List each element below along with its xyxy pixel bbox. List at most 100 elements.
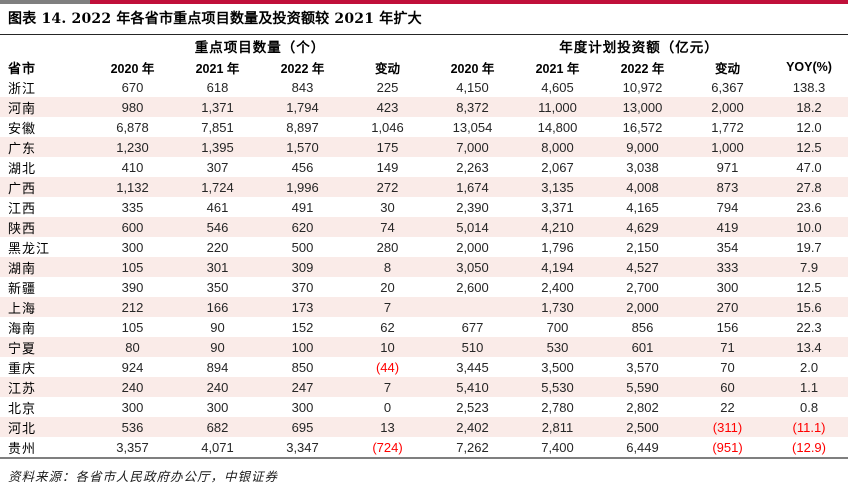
value-cell: 530: [546, 339, 569, 355]
province-name: 河北: [8, 421, 37, 437]
column-header-3: 2022 年: [280, 61, 325, 76]
value-cell: 60: [720, 379, 735, 395]
value-cell: 300: [291, 399, 314, 415]
column-header-province: 省市: [8, 61, 37, 77]
column-header-1: 2020 年: [110, 61, 155, 76]
top-accent-bar: [0, 0, 848, 4]
value-cell: 270: [716, 299, 739, 315]
value-cell: 333: [716, 259, 739, 275]
value-cell: 7.9: [799, 259, 819, 275]
value-cell: 601: [631, 339, 654, 355]
figure-title: 图表 14. 2022 年各省市重点项目数量及投资额较 2021 年扩大: [0, 4, 848, 35]
province-name: 江苏: [8, 381, 37, 397]
province-name: 陕西: [8, 221, 37, 237]
value-cell: 3,135: [541, 179, 574, 195]
value-cell: 924: [121, 359, 144, 375]
table-row: 重庆 924 894 850 (44) 3,445 3,500 3,570 70 2.0: [0, 357, 848, 377]
value-cell: 2,000: [711, 99, 744, 115]
value-cell: 22.3: [796, 319, 822, 335]
value-cell: 1,996: [286, 179, 319, 195]
value-cell: 74: [380, 219, 395, 235]
table-row: 黑龙江 300 220 500 280 2,000 1,796 2,150 354 19.7: [0, 237, 848, 257]
value-cell: 2,780: [541, 399, 574, 415]
value-cell: 1,046: [371, 119, 404, 135]
table-row: 浙江 670 618 843 225 4,150 4,605 10,972 6,367 138.3: [0, 77, 848, 97]
value-cell: 894: [206, 359, 229, 375]
value-cell: 2,402: [456, 419, 489, 435]
table-row: 新疆 390 350 370 20 2,600 2,400 2,700 300 12.5: [0, 277, 848, 297]
province-name: 湖北: [8, 161, 37, 177]
value-cell: 677: [461, 319, 484, 335]
value-cell: 23.6: [796, 199, 822, 215]
value-cell: 11,000: [538, 99, 577, 115]
province-name: 宁夏: [8, 341, 37, 357]
value-cell: 335: [121, 199, 144, 215]
value-cell: 682: [206, 419, 229, 435]
column-header-2: 2021 年: [195, 61, 240, 76]
value-cell: 90: [210, 339, 225, 355]
accent-bar-gray-segment: [0, 0, 90, 4]
value-cell: 300: [121, 399, 144, 415]
value-cell: 8,897: [286, 119, 319, 135]
value-cell: 1,674: [456, 179, 489, 195]
province-name: 海南: [8, 321, 37, 337]
value-cell: 149: [376, 159, 399, 175]
table-row: 上海 212 166 173 7 1,730 2,000 270 15.6: [0, 297, 848, 317]
value-cell: 166: [206, 299, 229, 315]
value-cell: 4,629: [626, 219, 659, 235]
value-cell: 173: [291, 299, 314, 315]
accent-bar-red-segment: [90, 0, 848, 4]
value-cell: 456: [291, 159, 314, 175]
value-cell: 12.5: [796, 139, 822, 155]
value-cell: 491: [291, 199, 314, 215]
value-cell: (44): [375, 359, 400, 375]
value-cell: 850: [291, 359, 314, 375]
value-cell: 13: [380, 419, 395, 435]
value-cell: (12.9): [770, 437, 848, 459]
value-cell: 9,000: [626, 139, 659, 155]
value-cell: 4,150: [456, 79, 489, 95]
province-name: 黑龙江: [8, 241, 51, 257]
column-header-4: 变动: [374, 61, 400, 76]
province-name: 上海: [8, 301, 37, 317]
value-cell: 1,570: [286, 139, 319, 155]
value-cell: 873: [716, 179, 739, 195]
value-cell: 1,000: [711, 139, 744, 155]
value-cell: 2,000: [626, 299, 659, 315]
value-cell: 8: [383, 259, 392, 275]
value-cell: 536: [121, 419, 144, 435]
table-row: 湖北 410 307 456 149 2,263 2,067 3,038 971 47.0: [0, 157, 848, 177]
province-name: 江西: [8, 201, 37, 217]
value-cell: 600: [121, 219, 144, 235]
table-row: 宁夏 80 90 100 10 510 530 601 71 13.4: [0, 337, 848, 357]
value-cell: 546: [206, 219, 229, 235]
value-cell: 4,527: [626, 259, 659, 275]
table-row: 广东 1,230 1,395 1,570 175 7,000 8,000 9,000 1,000…: [0, 137, 848, 157]
value-cell: 7: [383, 299, 392, 315]
value-cell: 2,400: [541, 279, 574, 295]
province-name: 湖南: [8, 261, 37, 277]
value-cell: 280: [376, 239, 399, 255]
value-cell: 6,449: [600, 437, 685, 459]
table-row: 北京 300 300 300 0 2,523 2,780 2,802 22 0.8: [0, 397, 848, 417]
value-cell: 10.0: [796, 219, 822, 235]
value-cell: (311): [712, 419, 743, 435]
value-cell: 307: [206, 159, 229, 175]
value-cell: 1,724: [201, 179, 234, 195]
value-cell: 3,347: [260, 437, 345, 459]
value-cell: 971: [716, 159, 739, 175]
value-cell: 1,371: [201, 99, 234, 115]
value-cell: 1,796: [541, 239, 574, 255]
value-cell: 4,165: [626, 199, 659, 215]
value-cell: 15.6: [796, 299, 822, 315]
value-cell: 7: [383, 379, 392, 395]
value-cell: 138.3: [792, 79, 826, 95]
value-cell: 7,400: [515, 437, 600, 459]
value-cell: 10: [380, 339, 395, 355]
value-cell: 2,067: [541, 159, 574, 175]
value-cell: 2,150: [626, 239, 659, 255]
value-cell: 272: [376, 179, 399, 195]
table-row: 广西 1,132 1,724 1,996 272 1,674 3,135 4,008 873 27…: [0, 177, 848, 197]
value-cell: 3,570: [626, 359, 659, 375]
